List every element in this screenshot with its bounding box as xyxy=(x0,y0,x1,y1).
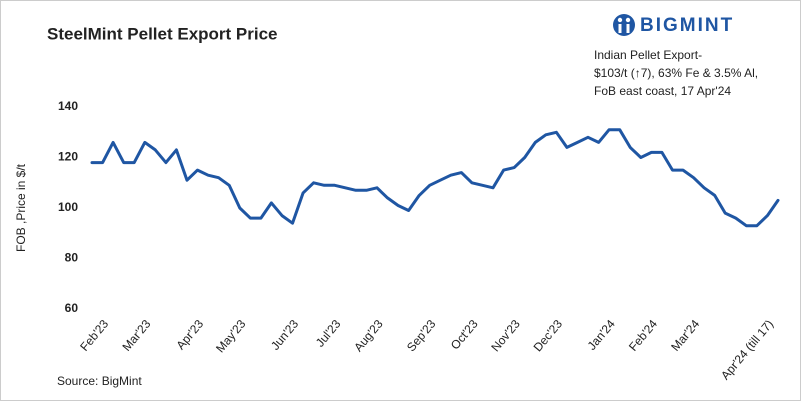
y-axis-label: FOB ,Price in $/t xyxy=(14,163,28,252)
brand: BIGMINT xyxy=(640,15,734,36)
chart-title: SteelMint Pellet Export Price xyxy=(47,24,278,43)
y-tick-label: 140 xyxy=(58,99,78,113)
line xyxy=(90,128,780,228)
annotation: FoB east coast, 17 Apr'24 xyxy=(594,84,731,98)
logo xyxy=(613,14,635,36)
annotation: $103/t (↑7), 63% Fe & 3.5% Al, xyxy=(594,66,758,80)
y-tick-label: 60 xyxy=(65,301,79,315)
y-tick-label: 80 xyxy=(65,251,79,265)
source: Source: BigMint xyxy=(57,374,142,388)
annotation: Indian Pellet Export- xyxy=(594,48,702,62)
y-tick-label: 120 xyxy=(58,150,78,164)
y-tick-label: 100 xyxy=(58,200,78,214)
